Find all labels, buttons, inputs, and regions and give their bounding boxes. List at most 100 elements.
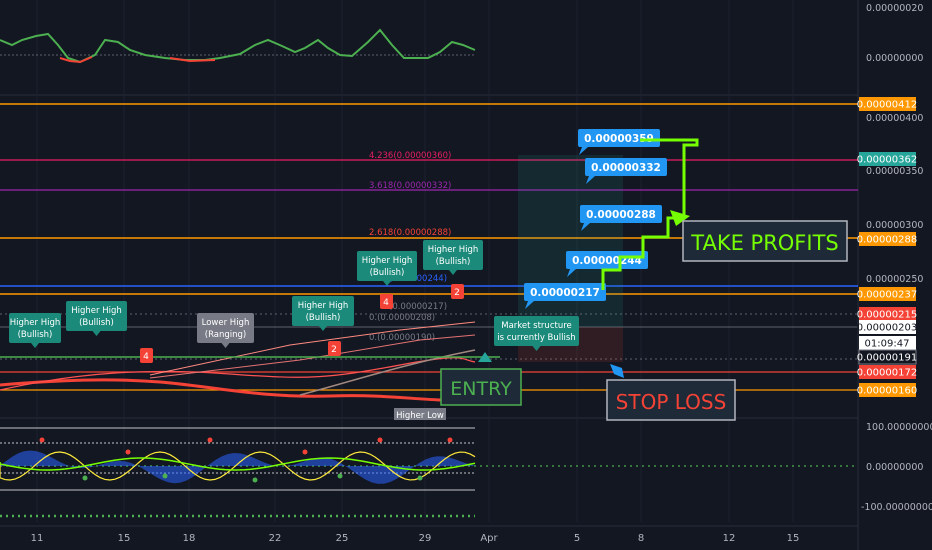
price-tag-text: 0.00000362: [857, 155, 917, 166]
osc-line-red: [59, 56, 93, 64]
profit-arrow-icon: [670, 210, 690, 226]
structure-label-text: Market structure: [501, 321, 572, 331]
time-tick-label: 25: [336, 533, 349, 544]
osc-axis-label: -100.00000000: [861, 502, 932, 513]
structure-label-box: [66, 301, 127, 331]
osc-signal-dot: [162, 473, 168, 479]
osc-green-line: [0, 457, 476, 471]
price-tag-box: [859, 307, 916, 321]
time-tick-label: 15: [787, 533, 800, 544]
ma-red-thick: [0, 378, 476, 402]
target-pointer: [579, 147, 588, 155]
structure-label-text: (Bullish): [306, 313, 341, 323]
price-tag-box: [859, 232, 916, 246]
structure-label-box: [197, 313, 254, 343]
price-tag-box: [859, 336, 916, 350]
structure-label-box: [494, 316, 579, 346]
fib-level-label: 2.618(0.00000288): [369, 228, 451, 238]
structure-label-pointer: [92, 331, 101, 336]
fib-level-label: 4.236(0.00000360): [369, 151, 451, 161]
osc-signal-dot: [417, 475, 423, 481]
trend-line: [149, 321, 476, 376]
take-profits-text: TAKE PROFITS: [690, 231, 839, 255]
entry-arrow-icon: [478, 352, 492, 362]
structure-label-text: (Bullish): [79, 318, 114, 328]
structure-annotations: Higher High (Bullish) Higher High (Bullish)…: [9, 240, 579, 363]
price-tick-label: 0.00000350: [866, 166, 923, 177]
osc-signal-dot: [125, 449, 131, 455]
target-text: 0.00000288: [586, 209, 656, 221]
fibonacci-levels: 4.236(0.00000360) 3.618(0.00000332) 2.618(…: [369, 151, 451, 343]
signal-marker-text: 2: [454, 288, 460, 298]
osc-axis-label: 100.00000000: [866, 422, 932, 433]
trade-callouts: TAKE PROFITS STOP LOSS ENTRY Higher Low: [394, 138, 848, 421]
bottom-oscillator: 100.00000000 0.00000000 -100.00000000: [0, 422, 932, 518]
top-oscillator: 0.00000020 0.00000000: [0, 3, 923, 64]
price-tag-box: [859, 320, 916, 334]
ma-line: [299, 349, 476, 396]
structure-label-text: Higher High: [298, 301, 349, 311]
fib-level-label: (0.00000244): [389, 274, 447, 284]
osc-signal-dot: [377, 437, 383, 443]
structure-label-pointer: [532, 346, 541, 351]
structure-label-text: (Bullish): [370, 268, 405, 278]
price-tick-label: 0.00000300: [866, 220, 923, 231]
structure-label-pointer: [449, 270, 457, 275]
target-box: [585, 158, 667, 176]
price-tag-box: [859, 287, 916, 301]
time-axis[interactable]: 11 15 18 22 25 29 Apr 5 8 12 15: [0, 525, 858, 544]
time-tick-label: 12: [723, 533, 736, 544]
time-tick-label: 8: [638, 533, 644, 544]
price-axis[interactable]: 0.00000400 0.00000350 0.00000300 0.00000250…: [857, 97, 924, 397]
target-pointer: [567, 269, 576, 277]
osc-wave-area: [0, 450, 475, 484]
target-pointer: [525, 301, 534, 309]
structure-label-pointer: [221, 343, 230, 348]
time-tick-label: 5: [574, 533, 580, 544]
structure-label-text: Higher High: [428, 245, 479, 255]
price-tag-text: 0.00000203: [857, 323, 917, 334]
structure-label-text: Lower High: [202, 318, 250, 328]
higher-low-box: [394, 408, 446, 420]
profit-path-line: [601, 138, 699, 290]
fib-level-label: 3.618(0.00000332): [369, 181, 451, 191]
time-tick-label: 29: [419, 533, 432, 544]
osc-yellow-line: [0, 451, 476, 481]
osc-signal-dot: [252, 477, 258, 483]
price-tag-box: [858, 349, 917, 365]
structure-label-text: Higher High: [362, 256, 413, 266]
target-text: 0.00000217: [530, 287, 600, 299]
target-pointer: [581, 223, 590, 231]
structure-label-text: is currently Bullish: [497, 333, 575, 343]
target-box: [524, 283, 606, 301]
structure-label-text: Higher High: [10, 318, 61, 328]
fib-level-label: (0.00000217): [389, 302, 447, 312]
stop-loss-text: STOP LOSS: [616, 390, 727, 414]
signal-marker: [328, 341, 341, 356]
signal-marker-text: 4: [383, 298, 389, 308]
structure-label-text: Higher High: [71, 306, 122, 316]
osc-axis-label: 0.00000020: [866, 3, 923, 14]
structure-label-pointer: [383, 281, 391, 286]
price-tag-text: 0.00000215: [857, 310, 917, 321]
signal-marker: [140, 348, 153, 363]
price-tag-box: [859, 152, 916, 166]
price-tag-text: 0.00000191: [857, 353, 917, 364]
signal-marker-text: 2: [331, 345, 337, 355]
stop-loss-box: [606, 379, 736, 421]
target-pointer: [586, 176, 595, 184]
price-tag-text: 0.00000172: [857, 368, 917, 379]
time-tick-label: 15: [118, 533, 131, 544]
price-tag-box: [859, 365, 916, 379]
moving-averages: [0, 321, 500, 402]
osc-line-green: [0, 28, 476, 64]
time-tick-label: 11: [31, 533, 44, 544]
entry-text: ENTRY: [450, 378, 512, 400]
signal-marker: [380, 294, 393, 309]
osc-signal-dot: [337, 473, 343, 479]
signal-marker-text: 4: [143, 352, 149, 362]
price-tick-label: 0.00000250: [866, 274, 923, 285]
